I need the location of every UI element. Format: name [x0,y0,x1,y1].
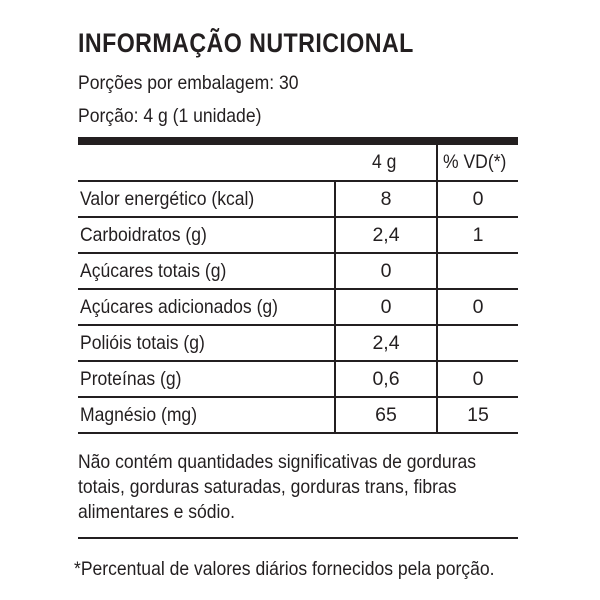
row-dv: 15 [436,397,518,434]
footnote: *Percentual de valores diários fornecido… [74,558,495,580]
header-amount: 4 g [335,145,437,182]
row-amount: 2,4 [334,325,437,362]
row-dv: 0 [436,181,518,218]
row-dv: 0 [436,361,518,398]
label-title: INFORMAÇÃO NUTRICIONAL [78,28,414,58]
row-amount: 0,6 [334,361,437,398]
row-label: Açúcares adicionados (g) [78,289,335,326]
row-dv: 0 [436,289,518,326]
row-label: Valor energético (kcal) [78,181,335,218]
row-amount: 2,4 [334,217,437,254]
table-row: Proteínas (g) 0,6 0 [78,361,518,398]
row-amount: 0 [334,253,437,290]
table-row: Açúcares adicionados (g) 0 0 [78,289,518,326]
nutrient-note: Não contém quantidades significativas de… [78,451,477,523]
table-header-row: 4 g % VD(*) [78,145,518,182]
row-label: Polióis totais (g) [78,325,335,362]
row-amount: 8 [334,181,437,218]
row-label: Carboidratos (g) [78,217,335,254]
nutrition-table: 4 g % VD(*) Valor energético (kcal) 8 0 … [78,145,518,434]
row-amount: 65 [334,397,437,434]
row-dv [436,253,518,290]
table-row: Carboidratos (g) 2,4 1 [78,217,518,254]
table-row: Magnésio (mg) 65 15 [78,397,518,434]
serving-size: Porção: 4 g (1 unidade) [78,105,262,127]
divider-line [78,537,518,539]
header-dv: % VD(*) [436,145,518,182]
row-dv [436,325,518,362]
row-label: Magnésio (mg) [78,397,335,434]
table-row: Polióis totais (g) 2,4 [78,325,518,362]
thick-divider [78,137,518,145]
row-amount: 0 [334,289,437,326]
row-label: Açúcares totais (g) [78,253,335,290]
table-row: Açúcares totais (g) 0 [78,253,518,290]
row-label: Proteínas (g) [78,361,335,398]
table-row: Valor energético (kcal) 8 0 [78,181,518,218]
row-dv: 1 [436,217,518,254]
header-label [78,145,335,182]
servings-per-package: Porções por embalagem: 30 [78,72,299,94]
